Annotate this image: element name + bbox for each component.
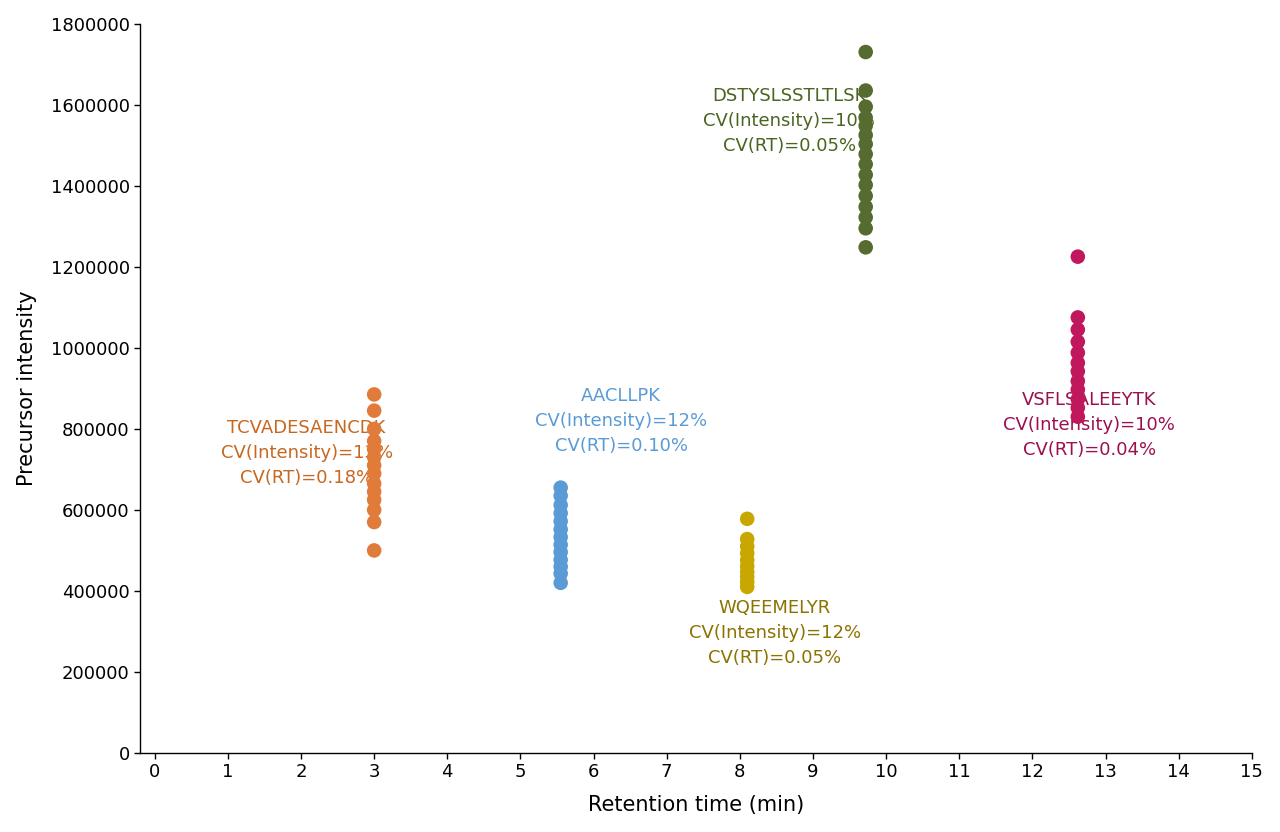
- Point: [364, 404, 384, 418]
- Point: [737, 560, 758, 573]
- Point: [1068, 393, 1088, 406]
- Point: [1068, 383, 1088, 396]
- Point: [855, 201, 876, 214]
- Text: DSTYSLSSTLTLSK
CV(Intensity)=10%
CV(RT)=0.05%: DSTYSLSSTLTLSK CV(Intensity)=10% CV(RT)=…: [703, 87, 876, 155]
- Point: [855, 147, 876, 161]
- Point: [737, 513, 758, 526]
- Point: [855, 111, 876, 124]
- Point: [550, 567, 571, 580]
- Point: [364, 434, 384, 448]
- Point: [855, 84, 876, 97]
- Point: [855, 221, 876, 235]
- Point: [855, 46, 876, 59]
- Point: [364, 443, 384, 456]
- Point: [364, 477, 384, 490]
- Point: [855, 240, 876, 254]
- Point: [1068, 323, 1088, 336]
- Point: [737, 580, 758, 593]
- Point: [737, 576, 758, 589]
- Point: [364, 451, 384, 464]
- Point: [855, 137, 876, 151]
- Point: [364, 388, 384, 401]
- Point: [1068, 401, 1088, 414]
- Text: TCVADESAENCDK
CV(Intensity)=13%
CV(RT)=0.18%: TCVADESAENCDK CV(Intensity)=13% CV(RT)=0…: [220, 419, 393, 488]
- Point: [855, 119, 876, 132]
- Point: [1068, 356, 1088, 369]
- Point: [550, 498, 571, 512]
- Point: [737, 565, 758, 578]
- Point: [550, 481, 571, 494]
- Point: [1068, 250, 1088, 263]
- Text: WQEEMELYR
CV(Intensity)=12%
CV(RT)=0.05%: WQEEMELYR CV(Intensity)=12% CV(RT)=0.05%: [689, 600, 861, 667]
- Point: [855, 157, 876, 171]
- Point: [364, 515, 384, 528]
- Point: [1068, 364, 1088, 378]
- Point: [855, 100, 876, 113]
- Point: [550, 515, 571, 528]
- Point: [855, 189, 876, 202]
- Point: [364, 503, 384, 517]
- Point: [550, 577, 571, 590]
- Y-axis label: Precursor intensity: Precursor intensity: [17, 290, 37, 486]
- Point: [855, 128, 876, 141]
- Point: [1068, 311, 1088, 324]
- Point: [737, 553, 758, 567]
- Point: [737, 570, 758, 583]
- Point: [855, 168, 876, 181]
- Point: [1068, 346, 1088, 359]
- Point: [1068, 335, 1088, 349]
- Point: [364, 467, 384, 480]
- Point: [737, 540, 758, 553]
- Point: [1068, 374, 1088, 388]
- Point: [737, 532, 758, 546]
- Point: [550, 522, 571, 536]
- Point: [550, 489, 571, 503]
- Point: [364, 485, 384, 498]
- Point: [855, 178, 876, 191]
- Text: AACLLPK
CV(Intensity)=12%
CV(RT)=0.10%: AACLLPK CV(Intensity)=12% CV(RT)=0.10%: [535, 387, 708, 455]
- Point: [737, 547, 758, 560]
- Point: [364, 458, 384, 472]
- Point: [550, 553, 571, 567]
- Point: [1068, 410, 1088, 423]
- Point: [364, 422, 384, 435]
- Point: [550, 546, 571, 559]
- Point: [550, 538, 571, 552]
- Point: [364, 493, 384, 507]
- Point: [550, 507, 571, 520]
- Point: [364, 544, 384, 557]
- Point: [550, 560, 571, 573]
- X-axis label: Retention time (min): Retention time (min): [588, 795, 804, 815]
- Point: [550, 530, 571, 543]
- Point: [855, 210, 876, 224]
- Text: VSFLSALEEYTK
CV(Intensity)=10%
CV(RT)=0.04%: VSFLSALEEYTK CV(Intensity)=10% CV(RT)=0.…: [1004, 391, 1175, 458]
